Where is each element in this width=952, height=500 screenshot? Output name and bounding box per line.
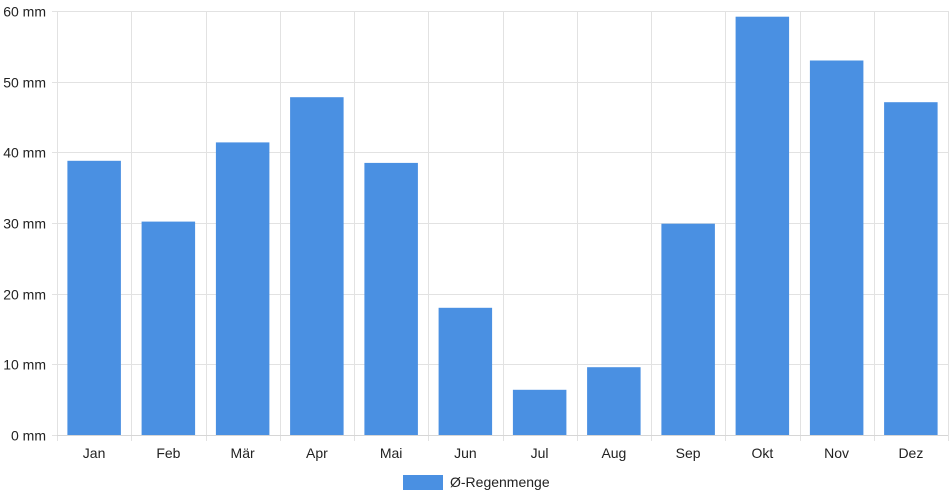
bar-nov[interactable] bbox=[809, 60, 864, 436]
x-tick-label: Mai bbox=[380, 445, 403, 461]
bar-aug[interactable] bbox=[587, 367, 641, 435]
x-tick-label: Jan bbox=[83, 445, 106, 461]
x-tick-label: Nov bbox=[824, 445, 849, 461]
y-tick-label: 60 mm bbox=[3, 4, 46, 20]
x-tick-label: Mär bbox=[231, 445, 255, 461]
legend-swatch[interactable] bbox=[403, 475, 443, 490]
bar-feb[interactable] bbox=[141, 221, 196, 435]
x-tick-label: Feb bbox=[156, 445, 180, 461]
bar-mär[interactable] bbox=[215, 142, 270, 435]
y-tick-label: 50 mm bbox=[3, 75, 46, 91]
bar-jan[interactable] bbox=[67, 160, 121, 436]
x-tick-label: Apr bbox=[306, 445, 328, 461]
y-tick-label: 30 mm bbox=[3, 216, 46, 232]
y-tick-label: 40 mm bbox=[3, 145, 46, 161]
bars-layer bbox=[67, 16, 938, 436]
y-tick-label: 20 mm bbox=[3, 287, 46, 303]
y-tick-label: 10 mm bbox=[3, 357, 46, 373]
legend[interactable]: Ø-Regenmenge bbox=[403, 474, 550, 490]
bar-apr[interactable] bbox=[290, 97, 344, 435]
x-tick-label: Dez bbox=[898, 445, 923, 461]
x-tick-label: Jul bbox=[531, 445, 549, 461]
bar-okt[interactable] bbox=[735, 16, 790, 435]
labels-layer: 0 mm 10 mm 20 mm 30 mm 40 mm 50 mm 60 mm Jan Feb… bbox=[3, 4, 923, 462]
x-tick-label: Okt bbox=[752, 445, 774, 461]
x-tick-label: Sep bbox=[676, 445, 701, 461]
bar-sep[interactable] bbox=[661, 223, 715, 435]
x-tick-label: Aug bbox=[601, 445, 626, 461]
grid-layer bbox=[52, 11, 949, 441]
bar-jun[interactable] bbox=[438, 307, 493, 435]
bar-jul[interactable] bbox=[512, 389, 567, 435]
bar-dez[interactable] bbox=[884, 102, 938, 435]
bar-mai[interactable] bbox=[364, 162, 418, 435]
x-tick-label: Jun bbox=[454, 445, 477, 461]
legend-label[interactable]: Ø-Regenmenge bbox=[450, 474, 550, 490]
y-tick-label: 0 mm bbox=[11, 428, 46, 444]
